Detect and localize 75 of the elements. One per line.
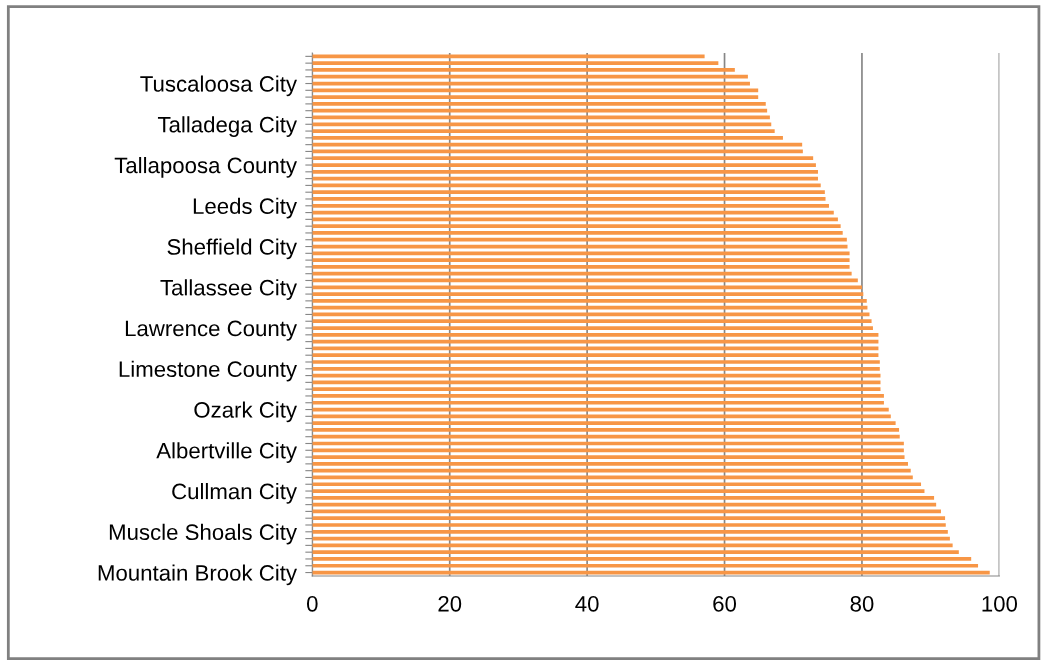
bar: [312, 529, 948, 534]
bar: [312, 292, 864, 296]
bar: [312, 190, 825, 195]
bar: [312, 68, 735, 72]
bar: [312, 271, 852, 276]
bar: [312, 360, 880, 364]
bar: [312, 108, 768, 113]
x-tick-label: 80: [850, 595, 874, 612]
bar: [312, 102, 766, 106]
bar: [312, 231, 843, 235]
x-tick-label: 20: [438, 595, 462, 612]
bar: [312, 299, 867, 303]
bar: [312, 550, 959, 555]
bar: [312, 251, 850, 256]
bar: [312, 557, 972, 561]
bar: [312, 156, 814, 161]
bar: [312, 88, 759, 93]
bar: [312, 400, 884, 405]
y-tick-label: Tuscaloosa City: [140, 75, 297, 97]
bar: [312, 482, 922, 487]
bar: [312, 455, 905, 459]
bar: [312, 217, 838, 222]
bar: [312, 74, 748, 79]
bar: [312, 523, 946, 527]
bar: [312, 353, 879, 358]
y-tick-label: Ozark City: [194, 401, 297, 423]
x-tick-label: 0: [306, 595, 318, 612]
bar: [312, 332, 879, 337]
bar: [312, 448, 904, 453]
bar: [312, 516, 946, 521]
y-tick-label: Mountain Brook City: [98, 564, 297, 586]
bar: [312, 122, 772, 127]
bar: [312, 61, 719, 66]
bar: [312, 305, 868, 310]
y-tick-label: Talladega City: [157, 116, 297, 137]
y-tick-label: Tallapoosa County: [114, 156, 297, 178]
bar: [312, 462, 908, 466]
bar: [312, 394, 884, 398]
bar: [312, 237, 847, 242]
bar: [312, 224, 841, 229]
y-tick-label: Sheffield City: [167, 238, 297, 260]
y-tick-label: Leeds City: [193, 197, 297, 219]
bar: [312, 258, 850, 262]
bar: [312, 169, 818, 174]
bar: [312, 414, 891, 419]
y-tick-label: Lawrence County: [125, 320, 297, 341]
bar: [312, 421, 896, 425]
bar: [312, 468, 911, 473]
x-tick-label: 100: [982, 595, 1018, 612]
bar: [312, 197, 826, 201]
bar: [312, 495, 935, 500]
bar: [312, 203, 829, 208]
y-tick-label: Albertville City: [156, 442, 297, 463]
x-tick-label: 40: [575, 595, 599, 612]
bar: [312, 428, 900, 432]
bar: [312, 563, 979, 568]
x-tick-label: 60: [713, 595, 737, 612]
y-tick-label: Muscle Shoals City: [109, 523, 297, 545]
y-tick-label: Limestone County: [119, 360, 297, 382]
y-tick-label: Tallassee City: [160, 279, 297, 300]
bar: [312, 366, 880, 371]
y-tick-label: Cullman City: [172, 482, 297, 504]
bar: [312, 163, 816, 167]
bar: [312, 326, 873, 330]
bar: [312, 434, 900, 439]
bar: [312, 319, 872, 324]
bar: [312, 95, 759, 99]
bar: [312, 135, 783, 140]
bar: [312, 129, 775, 133]
bar: [312, 387, 881, 392]
bar: [312, 142, 803, 147]
bar: [312, 54, 705, 59]
bar: [312, 285, 862, 290]
bar: [312, 265, 850, 269]
bar: [312, 489, 925, 493]
